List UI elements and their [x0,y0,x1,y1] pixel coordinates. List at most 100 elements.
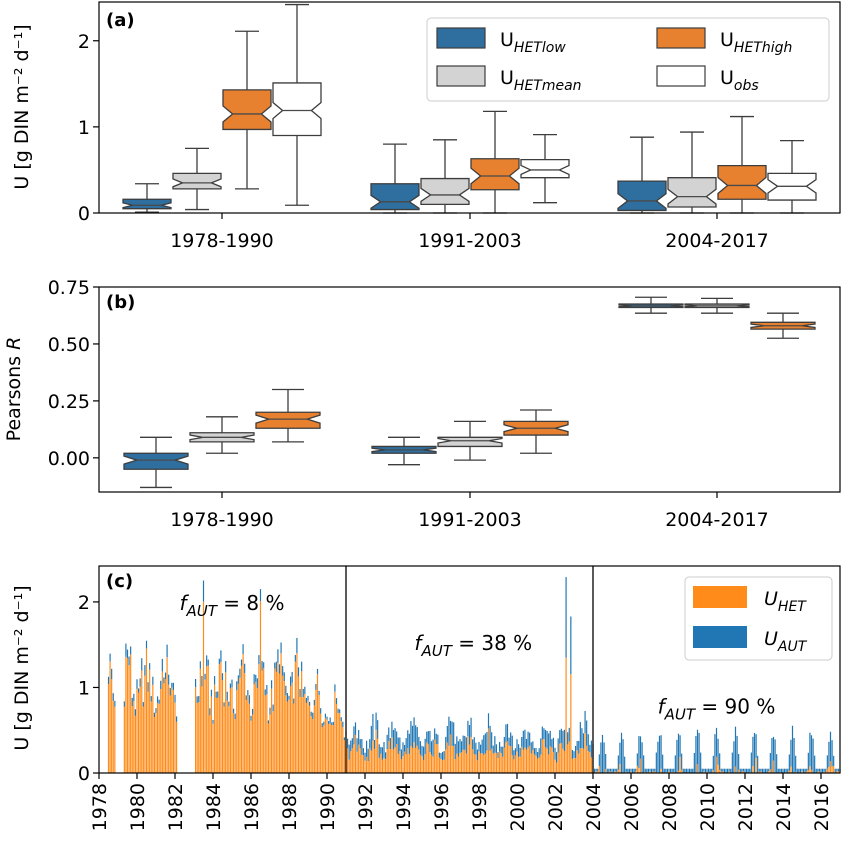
bar-uaut [217,691,219,698]
bar-uaut [232,708,235,714]
bar-uhet [660,768,662,773]
bar-uaut [796,768,798,773]
bar-uaut [619,742,621,764]
bar-uaut [650,768,653,773]
legend-entry-HET: UHET [764,588,807,615]
bar-uaut [443,751,445,760]
bar-uaut [486,731,488,751]
bar-uaut [766,768,768,773]
legend-entry-HETmean-base: U [500,67,514,89]
bar-uaut [242,644,244,655]
bar-uhet [326,719,328,773]
bar-uaut [806,768,808,772]
bar-uaut [514,748,517,756]
bar-uhet [619,763,621,773]
bar-uhet [517,756,520,773]
x-tick-label: 1984 [203,783,225,831]
panel-a: 0 1 2 1978-1990 1991-2003 2004-2017 (a) U [g… [11,1,841,252]
bar-uaut [777,768,779,773]
bar-uaut [715,727,718,757]
bar-uaut [712,755,714,771]
bar-uaut [481,739,483,754]
bar-uhet [582,748,585,773]
bar-uhet [703,771,705,773]
bar-uhet [574,757,577,773]
bar-uaut [421,745,423,757]
bar-uhet [511,755,513,773]
bar-uhet [134,715,137,773]
bar-uhet [242,654,244,773]
bar-uaut [579,722,581,749]
bar-uhet [479,753,482,773]
bar-uaut [109,653,111,662]
legend-entry-AUT-sub: AUT [777,639,808,655]
bar-uhet [356,751,358,773]
bar-uaut [467,720,469,737]
bar-uhet [457,756,460,773]
bar-uaut [236,681,238,691]
bar-uhet [245,699,247,773]
bar-uaut [149,663,151,670]
bar-uhet [567,744,569,773]
x-tick-label: 1990 [317,783,339,831]
bar-uaut [392,729,395,750]
bar-uaut [411,725,414,748]
bar-uaut [141,658,143,671]
bar-uaut [573,751,575,758]
bar-uhet [158,703,160,773]
bar-uhet [546,748,548,773]
bar-uaut [817,768,819,772]
bar-uaut [369,739,371,749]
bar-uhet [503,747,505,773]
bar-uaut [546,731,548,749]
bar-uaut [142,702,144,707]
bar-uhet [630,771,632,773]
bar-uaut [538,748,540,758]
bar-uhet [270,688,273,773]
bar-uhet [652,771,654,773]
bar-uhet [277,662,279,773]
bar-uhet [430,754,433,773]
bar-uhet [590,757,593,773]
bar-uaut [250,715,252,721]
bar-uaut [565,577,567,658]
bar-uaut [288,695,290,700]
bar-uaut [408,733,410,754]
panel-a-y-axis-label: U [g DIN m⁻² d⁻¹] [11,24,33,189]
bar-uhet [742,771,745,773]
bar-uaut [669,768,672,773]
bar-uaut [168,674,170,685]
bar-uaut [396,731,398,745]
bar-uhet [315,689,317,773]
bar-uhet [560,743,562,773]
bar-uhet [354,734,357,773]
bar-uhet [302,697,304,773]
bar-uhet [394,747,396,773]
legend-swatch-AUT [693,626,747,648]
bar-uhet [435,744,437,773]
bar-uhet [378,757,380,773]
bar-uhet [247,695,249,773]
bar-uhet [555,762,558,773]
bar-uaut [310,711,312,717]
bar-uhet [419,754,422,773]
bar-uaut [533,748,536,755]
bar-uhet [365,756,368,773]
bar-uaut [787,768,789,773]
bar-uhet [212,723,214,773]
bar-uhet [411,747,414,773]
bar-uaut [489,725,491,751]
bar-uhet [364,760,366,773]
bar-uaut [302,688,304,698]
bar-uaut [255,674,257,682]
bar-uhet [467,736,469,773]
bar-uhet [772,760,775,773]
bar-uaut [358,730,360,745]
bar-uaut [468,725,471,745]
bar-uhet [484,753,486,773]
bar-uaut [731,752,733,773]
bar-uaut [487,713,490,729]
bar-uaut [741,768,743,772]
bar-uhet [483,754,485,773]
bar-uaut [745,768,748,773]
